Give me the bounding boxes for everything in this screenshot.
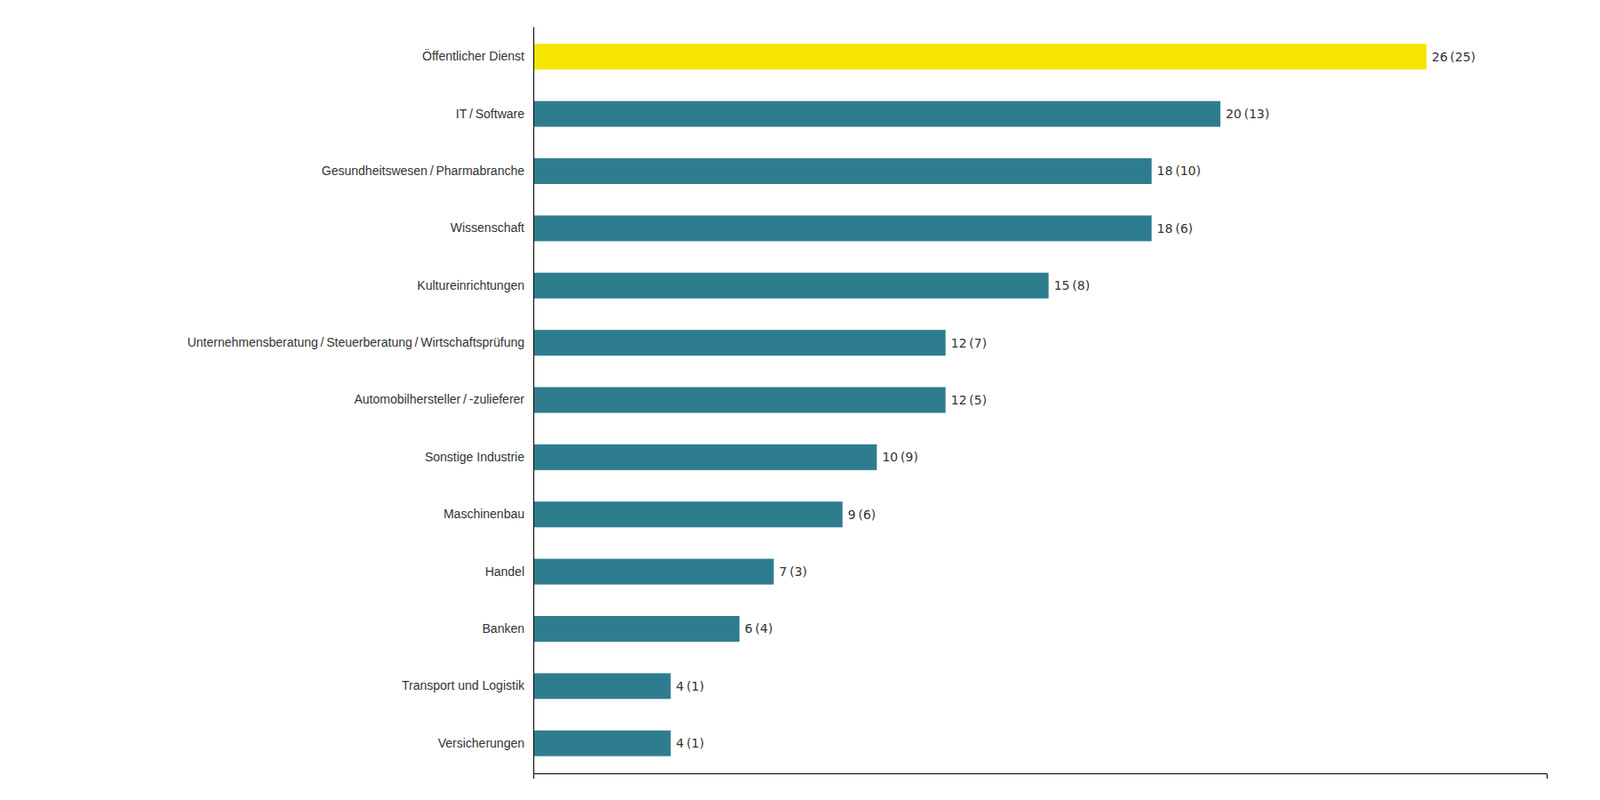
y-tick: Versicherungen (438, 736, 525, 751)
data-label: 10 (9) (881, 449, 918, 464)
y-tick: Maschinenbau (443, 506, 525, 521)
y-tick: Sonstige Industrie (424, 449, 525, 464)
bar (533, 730, 672, 757)
y-tick: Gesundheitswesen / Pharmabranche (321, 163, 525, 178)
y-tick-label: Sonstige Industrie (424, 449, 525, 464)
y-tick-label: Gesundheitswesen / Pharmabranche (321, 163, 525, 178)
bar (533, 387, 946, 414)
bar (533, 501, 843, 528)
x-axis (534, 774, 1548, 780)
y-axis-line (533, 27, 535, 775)
data-label: 26 (25) (1432, 49, 1476, 64)
y-tick: Automobilhersteller / -zulieferer (353, 392, 525, 407)
bar (533, 272, 1049, 299)
data-label: 18 (6) (1157, 221, 1193, 236)
data-label: 18 (10) (1157, 163, 1201, 178)
bar (533, 158, 1152, 184)
y-tick: Handel (485, 564, 525, 579)
bar (533, 43, 1427, 70)
y-tick-label: Maschinenbau (443, 506, 525, 521)
y-tick: IT / Software (456, 106, 525, 121)
y-tick: Banken (482, 621, 525, 636)
y-axis: Versicherungen Transport und Logistik Bank… (187, 27, 535, 775)
bar (533, 616, 740, 642)
data-label: 6 (4) (744, 621, 774, 636)
data-label: 12 (7) (951, 336, 987, 351)
data-label: 12 (5) (951, 392, 987, 408)
bar (533, 101, 1221, 128)
data-label: 9 (6) (848, 507, 877, 522)
data-label: 4 (1) (676, 736, 705, 751)
y-tick-label: Versicherungen (438, 736, 525, 751)
y-tick-label: Banken (482, 621, 525, 636)
y-tick-label: Transport und Logistik (401, 678, 526, 693)
plot-area: 4 (1) 4 (1) 6 (4) 7 (3) 9 (6) 10 (9) 12 (5) 12 … (187, 27, 1548, 780)
y-tick: Transport und Logistik (401, 678, 526, 693)
y-tick: Unternehmensberatung / Steuerberatung / … (187, 335, 525, 350)
y-tick-label: Öffentlicher Dienst (422, 48, 525, 64)
y-tick: Kultureinrichtungen (416, 278, 525, 293)
y-tick-label: IT / Software (456, 106, 525, 121)
chart: 4 (1) 4 (1) 6 (4) 7 (3) 9 (6) 10 (9) 12 (5) 12 … (0, 0, 1600, 800)
bar (533, 215, 1152, 241)
bar (533, 329, 946, 356)
data-label: 20 (13) (1225, 106, 1270, 121)
data-labels: 4 (1) 4 (1) 6 (4) 7 (3) 9 (6) 10 (9) 12 (5) 12 … (676, 49, 1477, 751)
data-label: 4 (1) (676, 679, 705, 694)
y-tick: Öffentlicher Dienst (422, 48, 525, 64)
x-axis-line (534, 774, 1548, 780)
bar (533, 444, 877, 471)
bar (533, 672, 672, 699)
data-label: 15 (8) (1054, 278, 1090, 293)
y-tick-label: Automobilhersteller / -zulieferer (353, 392, 525, 407)
y-tick-label: Unternehmensberatung / Steuerberatung / … (187, 335, 525, 350)
y-tick-label: Handel (485, 564, 525, 579)
y-tick-label: Wissenschaft (450, 220, 525, 235)
bars (533, 43, 1427, 756)
y-tick-label: Kultureinrichtungen (416, 278, 525, 293)
bar (533, 559, 775, 585)
data-label: 7 (3) (779, 564, 808, 579)
y-tick: Wissenschaft (450, 220, 525, 235)
